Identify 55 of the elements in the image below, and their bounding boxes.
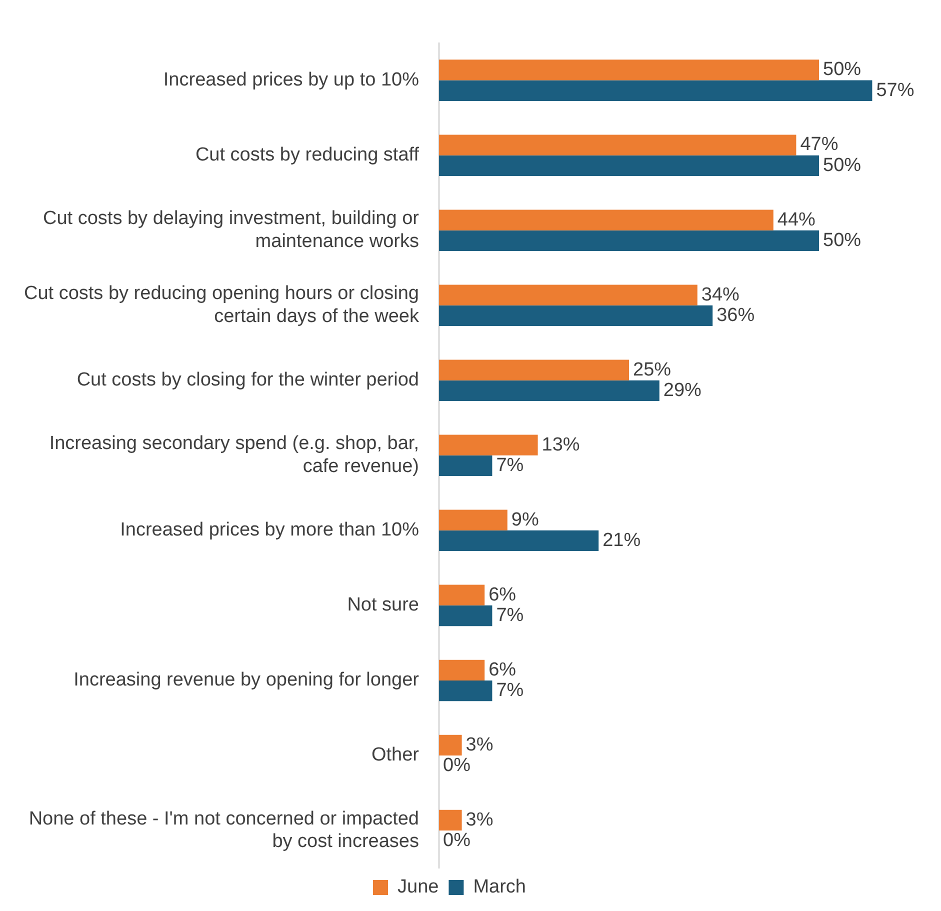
y-tick-label: Cut costs by delaying investment, building or maintenance works [43,208,420,252]
data-label: 3% [466,809,494,830]
data-label: 7% [496,604,524,626]
bar [439,510,508,530]
data-label: 29% [663,380,702,401]
y-tick-label: None of these - I'm not concerned or impacted by cost increases [28,808,419,852]
y-tick-label: Cut costs by reducing staff [195,144,420,166]
data-label: 47% [800,134,838,156]
bar [439,680,492,702]
bar [439,80,872,101]
bar [439,134,796,156]
data-label: 3% [466,734,494,756]
data-label: 34% [701,284,740,306]
data-label: 6% [488,659,516,680]
data-label: 7% [496,680,524,702]
bar [439,230,819,251]
bar [439,210,774,230]
data-label: 44% [777,209,816,230]
data-label: 7% [496,454,524,476]
y-tick-label: Increasing secondary spend (e.g. shop, bar, cafe revenue) [49,433,419,478]
y-tick-label: Cut costs by closing for the winter period [76,370,419,391]
legend-label: March [473,876,526,898]
data-label: 50% [823,230,862,251]
y-tick-label: Not sure [347,594,419,616]
bar [439,734,462,756]
data-label: 57% [876,80,914,101]
bar [439,455,492,476]
data-label: 0% [443,755,471,776]
bar [439,434,538,456]
bar [439,360,629,380]
bar [439,605,492,626]
data-label: 50% [823,154,862,176]
y-tick-label: Increasing revenue by opening for longer [74,670,420,691]
bar [439,660,485,680]
data-label: 9% [511,509,539,530]
data-label: 36% [716,304,755,326]
bar [439,380,660,402]
data-label: 13% [542,434,580,456]
bar [439,305,713,326]
y-tick-label: Increased prices by up to 10% [163,70,420,91]
data-label: 25% [633,359,672,380]
bar [439,284,698,306]
data-label: 21% [602,530,641,551]
data-label: 6% [488,584,516,606]
y-tick-label: Increased prices by more than 10% [120,520,420,541]
bar [439,60,819,80]
bar [439,155,819,176]
bar [439,810,462,830]
y-tick-label: Cut costs by reducing opening hours or closing certain days of the week [24,283,420,327]
legend-label: June [398,876,439,898]
data-label: 50% [823,59,862,80]
bar [439,530,599,552]
y-tick-label: Other [371,744,420,766]
data-label: 0% [443,830,471,852]
bar [439,584,485,606]
